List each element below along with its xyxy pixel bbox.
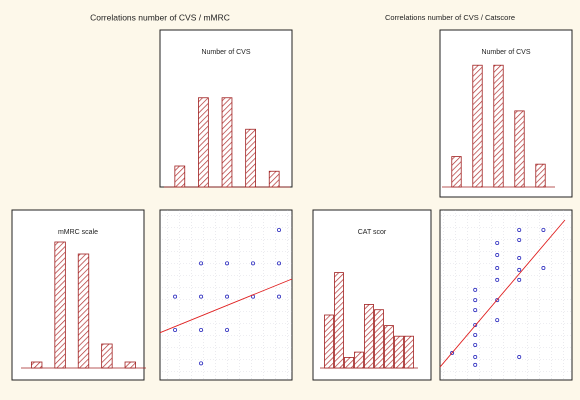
bar [245, 128, 256, 188]
bar [268, 170, 280, 188]
point [495, 240, 500, 245]
point [277, 227, 282, 232]
point [473, 342, 478, 347]
figure-title: Correlations number of CVS / mMRC [90, 12, 230, 22]
panel-title: Number of CVS [481, 49, 530, 56]
point [473, 355, 478, 360]
point [495, 318, 500, 323]
bar [493, 64, 504, 188]
point [277, 294, 282, 299]
point [473, 332, 478, 337]
point [199, 327, 204, 332]
bar [344, 356, 354, 369]
bar [404, 335, 414, 369]
point [541, 266, 546, 271]
bar [221, 97, 233, 188]
bar [472, 64, 483, 188]
bar [394, 335, 404, 369]
bar [451, 156, 462, 188]
point [199, 361, 204, 366]
panel [439, 29, 573, 198]
point [450, 351, 455, 356]
point [173, 294, 178, 299]
bar [77, 253, 90, 369]
bar [31, 361, 43, 369]
point [541, 227, 546, 232]
point [277, 261, 282, 266]
point [517, 256, 522, 261]
point [517, 237, 522, 242]
point [173, 327, 178, 332]
bar [198, 97, 209, 188]
point [517, 267, 522, 272]
bar [54, 241, 66, 369]
point [495, 298, 500, 303]
point [225, 261, 230, 266]
panel-title: Number of CVS [201, 49, 250, 56]
bar [324, 314, 334, 369]
bar [364, 303, 374, 369]
panel-title: CAT scor [358, 229, 387, 236]
point [517, 355, 522, 360]
bar [514, 110, 525, 188]
grid-background [440, 210, 572, 380]
point [517, 277, 522, 282]
point [199, 294, 204, 299]
bar [384, 325, 394, 369]
bar [174, 165, 186, 188]
point [225, 294, 230, 299]
point [251, 261, 256, 266]
point [199, 261, 204, 266]
point [473, 287, 478, 292]
fit-line [439, 219, 566, 368]
bar [101, 343, 113, 369]
point [473, 308, 478, 313]
bar [124, 361, 136, 369]
bar [374, 309, 384, 369]
point [517, 227, 522, 232]
point [495, 266, 500, 271]
point [473, 322, 478, 327]
point [495, 253, 500, 258]
bar [354, 351, 364, 369]
panel-title: mMRC scale [58, 229, 98, 236]
fit-line [159, 278, 293, 334]
point [225, 327, 230, 332]
bar [535, 163, 546, 188]
figure-title: Correlations number of CVS / Catscore [385, 13, 515, 22]
point [495, 277, 500, 282]
point [473, 298, 478, 303]
bar [334, 272, 344, 369]
point [473, 362, 478, 367]
